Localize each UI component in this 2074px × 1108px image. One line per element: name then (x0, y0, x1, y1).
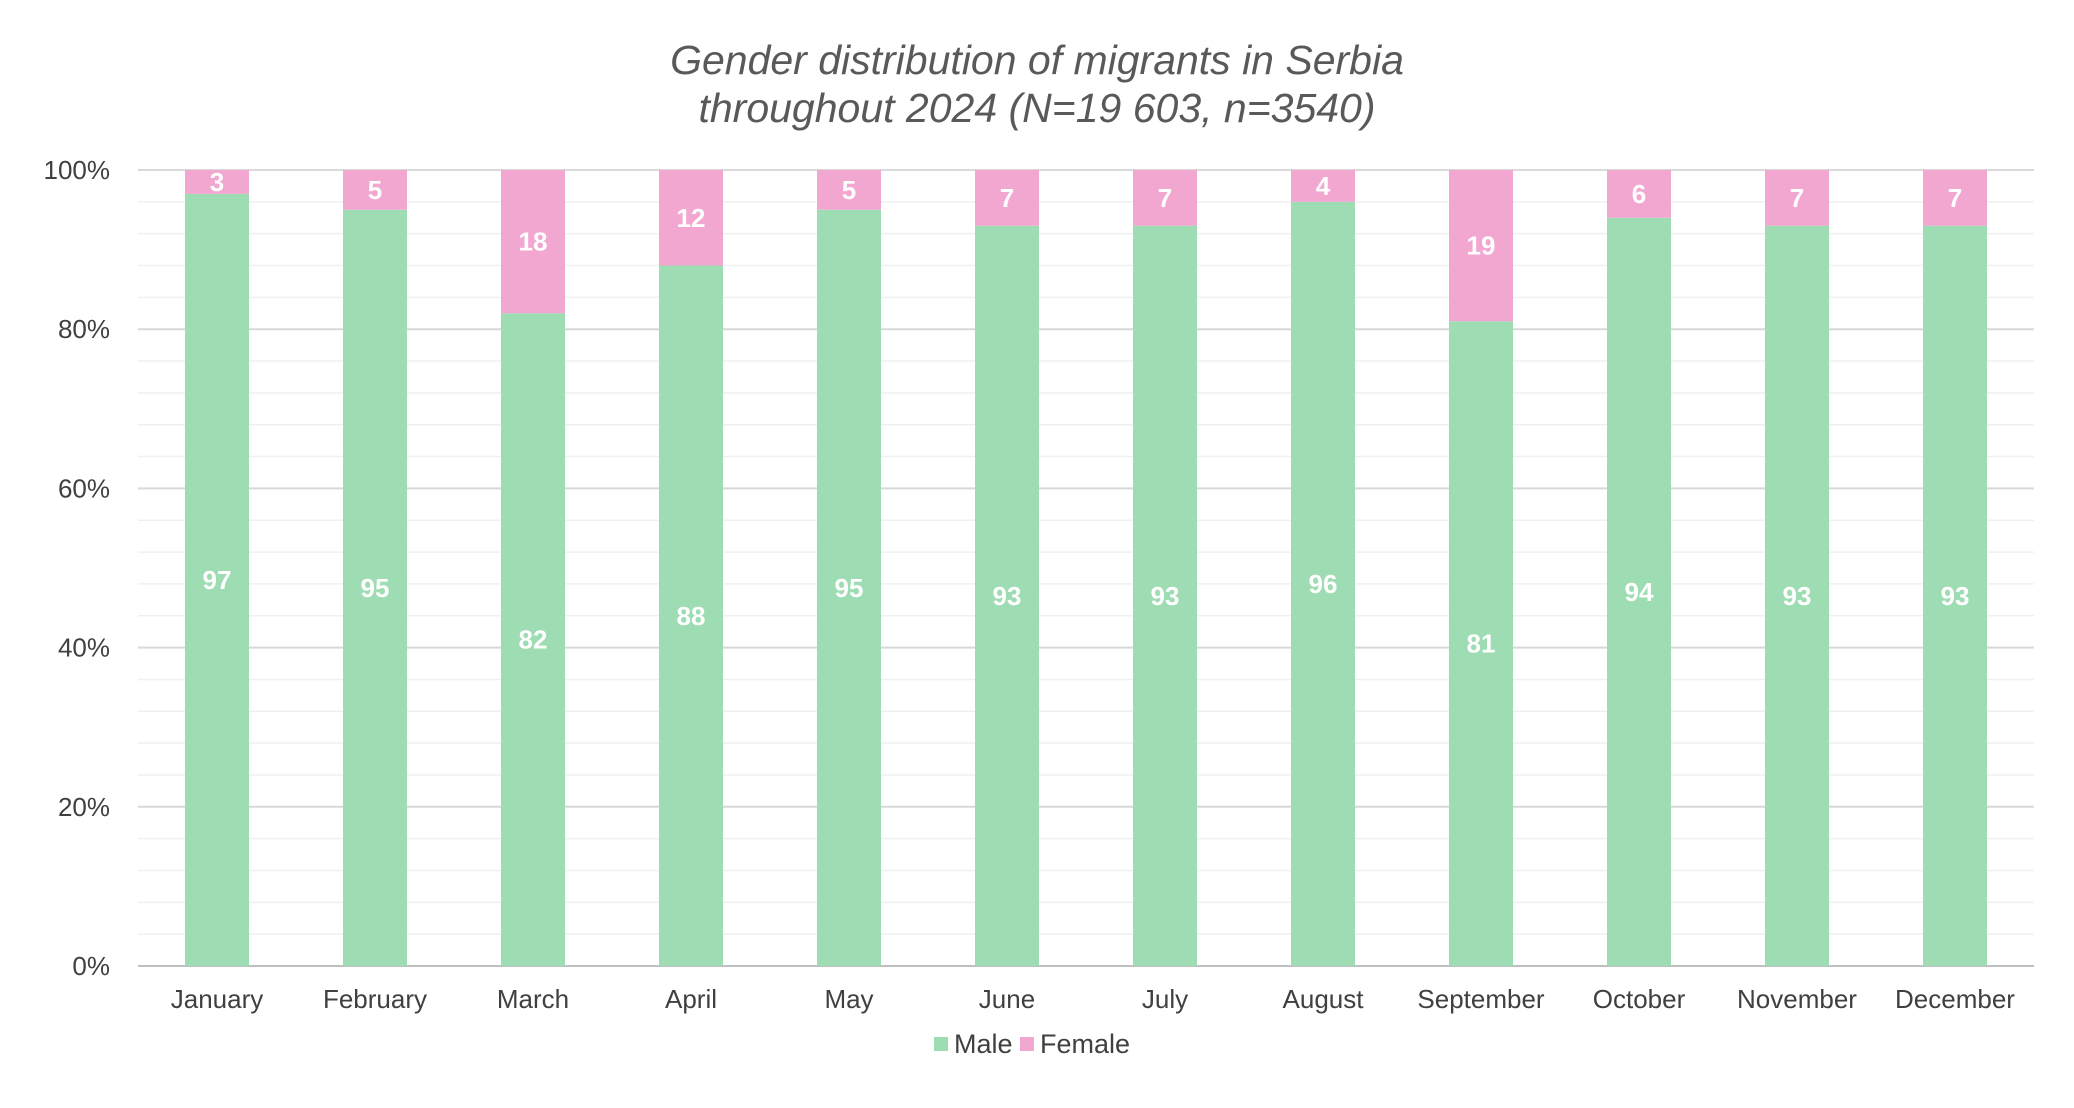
bar-segment-male (1765, 225, 1829, 967)
data-label: 93 (1941, 581, 1970, 611)
bar-segment-male (1923, 225, 1987, 967)
x-tick-label: April (665, 984, 717, 1014)
data-label: 93 (1783, 581, 1812, 611)
bar-segment-female (1291, 170, 1355, 202)
data-label: 94 (1625, 577, 1654, 607)
data-label: 12 (677, 203, 706, 233)
data-label: 7 (1948, 183, 1962, 213)
bar-segment-female (185, 170, 249, 194)
x-tick-label: March (497, 984, 569, 1014)
bar-segment-male (1607, 217, 1671, 966)
data-label: 95 (835, 573, 864, 603)
x-tick-label: February (323, 984, 427, 1014)
data-label: 18 (519, 227, 548, 257)
x-tick-label: January (171, 984, 264, 1014)
data-label: 5 (842, 175, 856, 205)
bar-segment-female (1765, 170, 1829, 226)
data-label: 4 (1316, 171, 1331, 201)
bar-segment-female (501, 170, 565, 314)
legend-swatch-female (1020, 1037, 1034, 1051)
data-label: 93 (1151, 581, 1180, 611)
bar-segment-female (817, 170, 881, 210)
data-label: 7 (1000, 183, 1014, 213)
x-tick-label: July (1142, 984, 1188, 1014)
data-label: 7 (1790, 183, 1804, 213)
data-label: 7 (1158, 183, 1172, 213)
bar-segment-female (1607, 170, 1671, 218)
x-tick-label: June (979, 984, 1035, 1014)
data-label: 6 (1632, 179, 1646, 209)
data-label: 95 (361, 573, 390, 603)
bar-segment-female (659, 170, 723, 266)
legend-swatch-male (934, 1037, 948, 1051)
bar-segment-male (659, 265, 723, 966)
bar-segment-male (343, 209, 407, 967)
bar-segment-male (975, 225, 1039, 967)
data-label: 3 (210, 167, 224, 197)
y-tick-label: 80% (58, 314, 110, 344)
legend-label-female: Female (1040, 1029, 1130, 1059)
y-tick-label: 60% (58, 473, 110, 503)
bar-segment-female (343, 170, 407, 210)
x-tick-label: September (1417, 984, 1545, 1014)
data-label: 5 (368, 175, 382, 205)
x-tick-label: November (1737, 984, 1857, 1014)
chart-title-line-1: Gender distribution of migrants in Serbi… (670, 37, 1404, 83)
data-label: 81 (1467, 629, 1496, 659)
x-tick-label: December (1895, 984, 2015, 1014)
data-label: 96 (1309, 569, 1338, 599)
chart-title-line-2: throughout 2024 (N=19 603, n=3540) (698, 85, 1376, 131)
data-label: 82 (519, 625, 548, 655)
bar-segment-male (501, 313, 565, 966)
data-label: 93 (993, 581, 1022, 611)
bar-segment-female (1449, 170, 1513, 322)
bar-segment-male (1133, 225, 1197, 967)
bar-segment-female (1923, 170, 1987, 226)
x-tick-label: October (1593, 984, 1686, 1014)
legend-label-male: Male (954, 1029, 1013, 1059)
bar-segment-female (975, 170, 1039, 226)
bar-segment-male (817, 209, 881, 967)
bar-segment-male (185, 193, 249, 966)
x-tick-label: May (824, 984, 873, 1014)
bar-segment-male (1449, 321, 1513, 966)
y-tick-label: 20% (58, 792, 110, 822)
bar-segment-female (1133, 170, 1197, 226)
y-tick-label: 40% (58, 633, 110, 663)
data-label: 19 (1467, 231, 1496, 261)
bar-segment-male (1291, 201, 1355, 967)
data-label: 97 (203, 565, 232, 595)
y-tick-label: 100% (44, 155, 111, 185)
y-tick-label: 0% (72, 951, 110, 981)
data-label: 88 (677, 601, 706, 631)
x-tick-label: August (1283, 984, 1365, 1014)
